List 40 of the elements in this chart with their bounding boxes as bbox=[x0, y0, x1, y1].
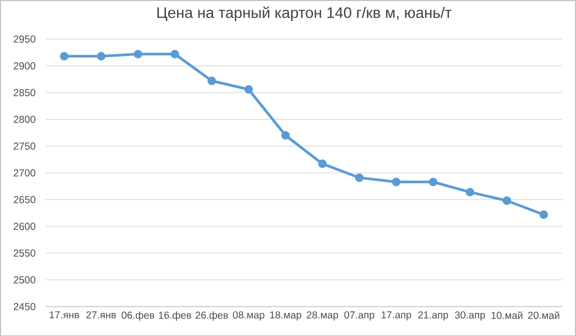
y-tick-label: 2650 bbox=[14, 196, 36, 204]
y-tick-label: 2700 bbox=[14, 169, 36, 176]
x-tick-label: 18.мар bbox=[270, 311, 302, 320]
y-tick-label: 2850 bbox=[14, 88, 36, 96]
point bbox=[281, 130, 290, 140]
x-tick-label: 20.май bbox=[528, 311, 560, 319]
y-tick-label: 2450 bbox=[14, 302, 36, 310]
x-tick-label: 08.мар bbox=[232, 311, 264, 320]
point bbox=[207, 76, 216, 85]
x-tick-label: 21.апр bbox=[418, 311, 448, 320]
x-tick-label: 07.апр bbox=[344, 311, 374, 320]
y-tick-label: 2950 bbox=[14, 35, 36, 42]
y-tick-label: 2900 bbox=[14, 62, 36, 70]
point bbox=[244, 84, 253, 94]
point bbox=[539, 210, 548, 219]
point bbox=[60, 52, 68, 60]
point bbox=[502, 196, 512, 205]
x-tick-label: 17.янв bbox=[50, 311, 80, 318]
x-tick-label: 26.фев bbox=[196, 311, 228, 321]
chart-title: Цена на тарный картон 140 г/кв м, юань/т bbox=[157, 6, 452, 21]
x-tick-label: 10.май bbox=[491, 311, 522, 319]
y-tick-label: 2500 bbox=[14, 276, 36, 284]
point bbox=[355, 173, 364, 182]
x-tick-label: 30.апр bbox=[454, 311, 485, 320]
point bbox=[170, 50, 180, 58]
x-tick-label: 28.мар bbox=[306, 311, 338, 320]
y-tick-label: 2750 bbox=[14, 142, 36, 150]
point bbox=[392, 178, 400, 186]
point bbox=[96, 52, 106, 60]
x-tick-label: 27.янв bbox=[86, 311, 116, 318]
point bbox=[318, 159, 327, 168]
x-tick-label: 16.фев bbox=[158, 311, 192, 321]
point bbox=[428, 178, 438, 186]
x-tick-label: 06.фев bbox=[122, 311, 154, 321]
point bbox=[134, 50, 142, 58]
point bbox=[466, 188, 474, 196]
y-tick-label: 2800 bbox=[14, 116, 36, 123]
y-tick-label: 2600 bbox=[14, 222, 36, 230]
x-tick-label: 17.апр bbox=[382, 311, 412, 320]
y-tick-label: 2550 bbox=[14, 249, 36, 257]
